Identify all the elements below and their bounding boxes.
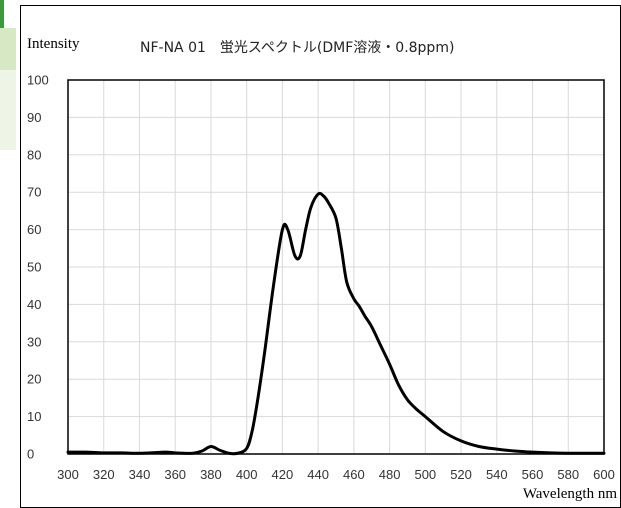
- x-tick-label: 580: [557, 467, 579, 482]
- x-tick-label: 400: [236, 467, 258, 482]
- x-tick-label: 360: [164, 467, 186, 482]
- side-panel-block: [0, 28, 16, 70]
- y-tick-label: 60: [27, 222, 41, 237]
- grid-lines: [67, 79, 605, 455]
- y-tick-label: 100: [27, 73, 49, 88]
- y-tick-label: 90: [27, 110, 41, 125]
- x-tick-label: 540: [486, 467, 508, 482]
- x-tick-label: 460: [343, 467, 365, 482]
- x-tick-label: 340: [129, 467, 151, 482]
- y-tick-label: 70: [27, 185, 41, 200]
- x-tick-label: 600: [593, 467, 615, 482]
- x-tick-label: 560: [522, 467, 544, 482]
- x-tick-label: 480: [379, 467, 401, 482]
- x-tick-label: 300: [57, 467, 79, 482]
- x-tick-label: 500: [414, 467, 436, 482]
- series-line: [66, 191, 606, 456]
- side-panel-strip: [0, 0, 18, 508]
- y-tick-label: 50: [27, 260, 41, 275]
- x-tick-label: 520: [450, 467, 472, 482]
- x-tick-label: 380: [200, 467, 222, 482]
- chart-frame: [20, 5, 621, 508]
- x-tick-label: 420: [272, 467, 294, 482]
- y-tick-label: 10: [27, 409, 41, 424]
- side-panel-block-pale: [0, 70, 16, 150]
- x-axis-label: Wavelength nm: [522, 486, 617, 502]
- x-tick-label: 320: [93, 467, 115, 482]
- y-tick-label: 20: [27, 372, 41, 387]
- y-tick-label: 80: [27, 147, 41, 162]
- y-axis-label: Intensity: [27, 36, 80, 52]
- side-panel-accent: [0, 0, 4, 28]
- y-tick-label: 40: [27, 297, 41, 312]
- plot-area: [67, 79, 605, 455]
- y-tick-label: 30: [27, 334, 41, 349]
- x-tick-label: 440: [307, 467, 329, 482]
- chart-title: NF-NA 01 蛍光スペクトル(DMF溶液・0.8ppm): [140, 40, 455, 56]
- tick-labels: 0 10 20 30 40 50 60 70 80 90 100 300 320 340 360 380 400…: [27, 73, 615, 483]
- y-tick-label: 0: [27, 447, 34, 462]
